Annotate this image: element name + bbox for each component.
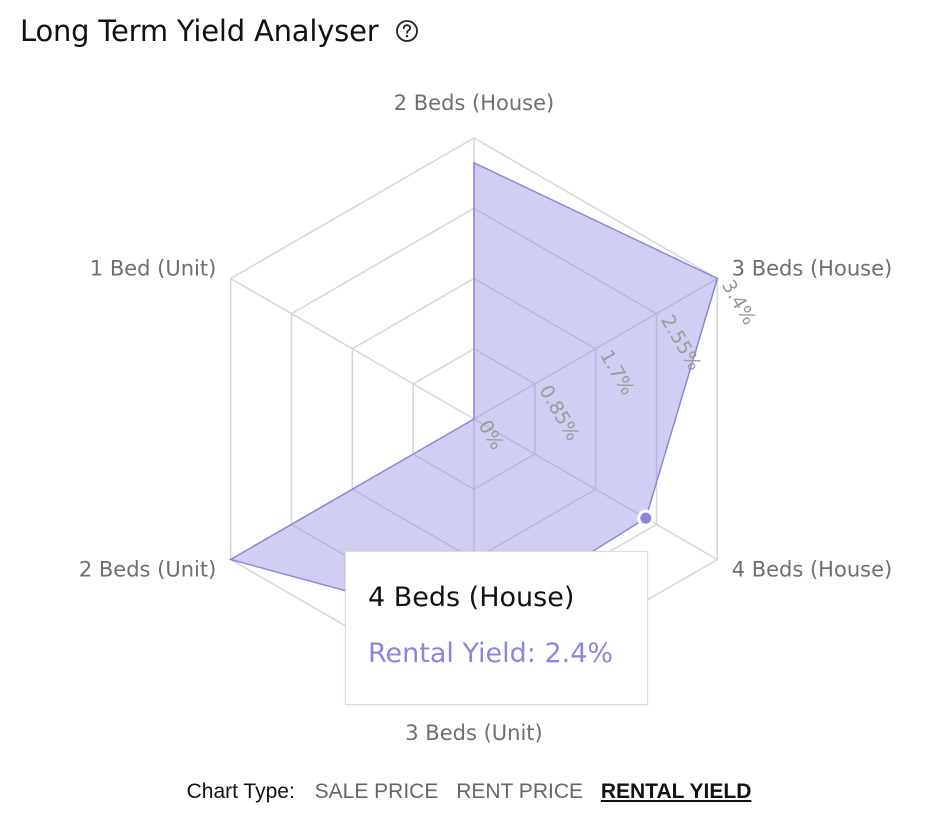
tooltip-title: 4 Beds (House) xyxy=(368,582,575,613)
radial-tick-label: 3.4% xyxy=(717,276,760,329)
axis-label: 4 Beds (House) xyxy=(732,558,893,582)
grid-spoke xyxy=(473,418,718,561)
chart-type-rent-price[interactable]: RENT PRICE xyxy=(456,780,583,803)
tooltip-value: 2.4% xyxy=(544,638,614,669)
axis-label: 2 Beds (House) xyxy=(394,91,555,115)
chart-type-sale-price[interactable]: SALE PRICE xyxy=(314,780,439,803)
header: Long Term Yield Analyser xyxy=(20,14,420,48)
highlighted-point xyxy=(637,509,655,527)
grid-spoke xyxy=(473,277,718,420)
tooltip-series-label: Rental Yield xyxy=(368,638,527,669)
axis-label: 3 Beds (House) xyxy=(732,257,893,281)
axis-label: 1 Bed (Unit) xyxy=(90,257,217,281)
page-title: Long Term Yield Analyser xyxy=(20,14,379,48)
chart-type-rental-yield[interactable]: RENTAL YIELD xyxy=(600,780,752,803)
help-circle-icon[interactable] xyxy=(394,18,420,44)
grid-spoke xyxy=(230,277,475,420)
axis-label: 3 Beds (Unit) xyxy=(405,721,542,745)
tooltip-value-line: Rental Yield: 2.4% xyxy=(368,638,614,669)
axis-label: 2 Beds (Unit) xyxy=(79,558,216,582)
chart-tooltip: 4 Beds (House) Rental Yield: 2.4% xyxy=(345,551,648,705)
radar-chart: 0% 0.85%1.7% 2.55%3.4%2 Beds (House)3 Beds… xyxy=(79,91,893,745)
chart-type-label: Chart Type: xyxy=(186,780,295,803)
chart-type-selector: Chart Type: SALE PRICE RENT PRICE RENTAL… xyxy=(0,780,944,804)
